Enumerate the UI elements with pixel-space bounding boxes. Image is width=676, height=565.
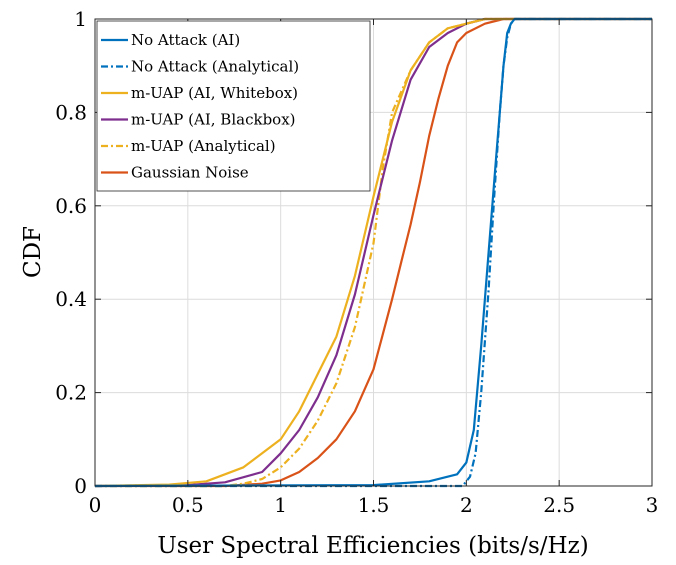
y-tick-label: 0.2 (55, 381, 87, 405)
y-tick-label: 0.4 (55, 287, 87, 311)
series-line (94, 17, 652, 488)
series-line (95, 17, 652, 488)
legend: No Attack (AI) No Attack (Analytical) m-UA… (96, 20, 371, 192)
tick-labels: 0 0.5 1 1.5 2 2.5 3 0 0.2 0.4 0.6 0.8 1 (55, 7, 658, 517)
x-tick-label: 0 (89, 493, 102, 517)
legend-label: m-UAP (Analytical) (131, 137, 276, 155)
x-tick-label: 2.5 (543, 493, 575, 517)
legend-label: Gaussian Noise (131, 164, 249, 182)
y-axis-label: CDF (20, 226, 46, 278)
legend-label: m-UAP (AI, Whitebox) (131, 84, 298, 102)
x-tick-label: 1.5 (358, 493, 390, 517)
x-tick-label: 3 (646, 493, 659, 517)
x-tick-label: 0.5 (172, 493, 204, 517)
y-tick-label: 0 (74, 474, 87, 498)
y-tick-label: 1 (74, 7, 87, 31)
x-axis-label: User Spectral Efficiencies (bits/s/Hz) (157, 533, 588, 559)
y-tick-label: 0.6 (55, 194, 87, 218)
x-tick-label: 1 (274, 493, 287, 517)
legend-label: No Attack (AI) (131, 31, 240, 49)
legend-label: m-UAP (AI, Blackbox) (131, 111, 296, 129)
legend-box (96, 20, 371, 192)
x-tick-label: 2 (460, 493, 473, 517)
y-tick-label: 0.8 (55, 100, 87, 124)
legend-label: No Attack (Analytical) (131, 58, 299, 76)
